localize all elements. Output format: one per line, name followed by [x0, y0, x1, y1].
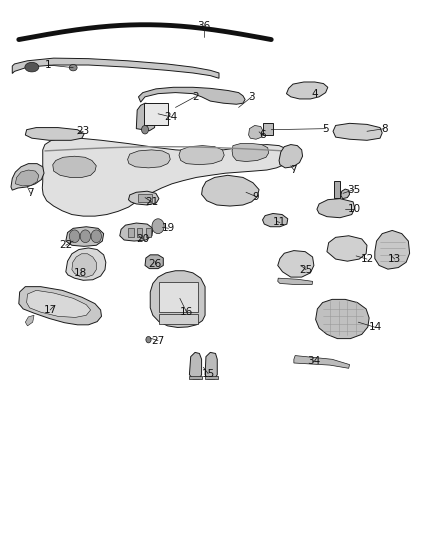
Polygon shape	[150, 271, 205, 327]
Polygon shape	[316, 300, 369, 338]
Circle shape	[146, 336, 151, 343]
Polygon shape	[42, 138, 290, 216]
Text: 24: 24	[165, 112, 178, 122]
FancyBboxPatch shape	[146, 228, 151, 237]
FancyBboxPatch shape	[137, 228, 142, 237]
Polygon shape	[11, 164, 44, 190]
Text: 10: 10	[347, 204, 360, 214]
Polygon shape	[201, 175, 259, 206]
Polygon shape	[12, 58, 219, 78]
Polygon shape	[136, 103, 156, 131]
Polygon shape	[27, 290, 91, 317]
Polygon shape	[145, 255, 163, 269]
Text: 4: 4	[311, 89, 318, 99]
Text: 17: 17	[43, 305, 57, 315]
Polygon shape	[278, 251, 314, 277]
Circle shape	[91, 230, 102, 243]
Polygon shape	[279, 144, 303, 168]
Polygon shape	[25, 127, 84, 140]
Circle shape	[152, 219, 164, 233]
Polygon shape	[262, 214, 288, 227]
Polygon shape	[15, 170, 39, 186]
FancyBboxPatch shape	[144, 103, 168, 125]
Polygon shape	[128, 191, 159, 205]
Text: 18: 18	[74, 268, 87, 278]
Polygon shape	[189, 376, 202, 379]
Ellipse shape	[25, 62, 39, 72]
Polygon shape	[205, 376, 218, 379]
Text: 6: 6	[259, 130, 266, 140]
Polygon shape	[286, 82, 328, 99]
Text: 7: 7	[290, 165, 297, 175]
Polygon shape	[25, 316, 34, 326]
FancyBboxPatch shape	[263, 123, 273, 135]
Circle shape	[141, 125, 148, 134]
Text: 34: 34	[307, 356, 321, 366]
Polygon shape	[53, 156, 96, 177]
Text: 27: 27	[152, 336, 165, 346]
Polygon shape	[179, 146, 224, 165]
Text: 3: 3	[248, 92, 255, 102]
Polygon shape	[317, 199, 355, 217]
Text: 20: 20	[136, 234, 149, 244]
Circle shape	[69, 230, 80, 243]
Polygon shape	[138, 87, 245, 104]
FancyBboxPatch shape	[138, 195, 152, 202]
Text: 21: 21	[145, 197, 158, 207]
Polygon shape	[127, 150, 170, 168]
Polygon shape	[333, 123, 382, 140]
Text: 12: 12	[360, 254, 374, 264]
Text: 2: 2	[192, 92, 198, 102]
Text: 23: 23	[77, 126, 90, 136]
Text: 22: 22	[59, 240, 72, 251]
Text: 5: 5	[322, 124, 329, 134]
Polygon shape	[232, 143, 268, 161]
Text: 19: 19	[162, 223, 175, 233]
Text: 13: 13	[388, 254, 402, 264]
Text: 25: 25	[300, 265, 313, 274]
Polygon shape	[249, 125, 263, 139]
FancyBboxPatch shape	[159, 282, 198, 312]
Polygon shape	[205, 352, 217, 379]
Text: 36: 36	[197, 21, 210, 31]
Text: 16: 16	[180, 306, 193, 317]
FancyBboxPatch shape	[128, 228, 134, 237]
Polygon shape	[66, 227, 104, 246]
Polygon shape	[189, 352, 201, 379]
Text: 7: 7	[27, 188, 34, 198]
Polygon shape	[19, 287, 102, 325]
FancyBboxPatch shape	[334, 181, 340, 198]
Text: 1: 1	[45, 60, 52, 70]
Polygon shape	[72, 254, 96, 277]
Text: 15: 15	[201, 369, 215, 378]
Polygon shape	[294, 356, 350, 368]
Polygon shape	[66, 248, 106, 280]
Polygon shape	[375, 230, 410, 269]
Polygon shape	[341, 189, 350, 199]
Text: 26: 26	[148, 260, 161, 269]
Polygon shape	[278, 278, 313, 285]
Polygon shape	[327, 236, 367, 261]
Text: 9: 9	[253, 191, 259, 201]
Ellipse shape	[69, 64, 77, 71]
Text: 14: 14	[369, 322, 382, 333]
Polygon shape	[120, 223, 153, 241]
Text: 35: 35	[347, 184, 360, 195]
FancyBboxPatch shape	[159, 314, 198, 324]
Text: 8: 8	[381, 124, 388, 134]
Text: 11: 11	[273, 217, 286, 228]
Circle shape	[80, 230, 91, 243]
